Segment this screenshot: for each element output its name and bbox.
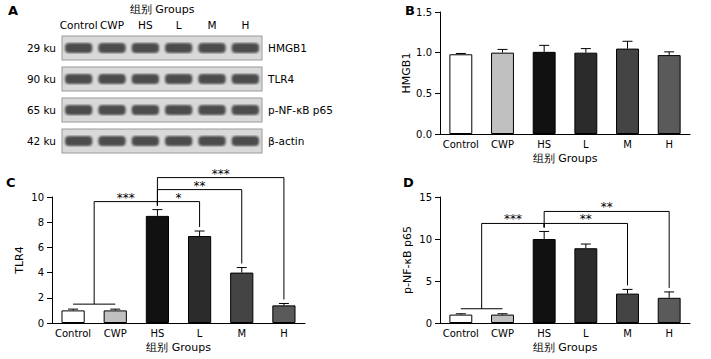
svg-text:p-NF-κB p65: p-NF-κB p65: [268, 104, 333, 116]
svg-text:C: C: [6, 175, 16, 190]
svg-text:4: 4: [38, 267, 44, 278]
svg-text:TLR4: TLR4: [267, 73, 295, 85]
svg-text:90 ku: 90 ku: [27, 73, 56, 85]
svg-text:0: 0: [426, 318, 432, 329]
svg-text:L: L: [583, 139, 589, 150]
svg-text:L: L: [583, 328, 589, 339]
svg-text:M: M: [207, 19, 216, 31]
svg-text:42 ku: 42 ku: [27, 135, 56, 147]
svg-text:15: 15: [419, 192, 432, 203]
svg-text:***: ***: [504, 212, 522, 226]
svg-text:H: H: [665, 328, 673, 339]
svg-text:10: 10: [31, 192, 44, 203]
svg-text:L: L: [197, 328, 203, 339]
svg-text:CWP: CWP: [491, 328, 514, 339]
svg-text:Control: Control: [55, 328, 91, 339]
svg-text:β-actin: β-actin: [268, 135, 304, 147]
svg-text:HS: HS: [537, 139, 551, 150]
svg-text:组别 Groups: 组别 Groups: [146, 341, 211, 354]
svg-text:TLR4: TLR4: [13, 246, 26, 275]
svg-text:HS: HS: [150, 328, 164, 339]
svg-text:Control: Control: [443, 139, 479, 150]
svg-text:**: **: [601, 200, 613, 214]
svg-text:组别 Groups: 组别 Groups: [533, 341, 598, 354]
svg-text:D: D: [403, 175, 414, 190]
svg-text:*: *: [176, 191, 182, 205]
svg-text:组别 Groups: 组别 Groups: [533, 152, 598, 165]
svg-text:***: ***: [212, 167, 230, 181]
svg-text:B: B: [405, 3, 415, 18]
svg-text:H: H: [280, 328, 288, 339]
svg-text:**: **: [194, 179, 206, 193]
svg-text:L: L: [176, 19, 182, 31]
svg-text:1.5: 1.5: [416, 7, 432, 18]
svg-text:M: M: [623, 328, 632, 339]
svg-text:0.5: 0.5: [416, 88, 432, 99]
svg-text:1.0: 1.0: [416, 47, 432, 58]
svg-text:8: 8: [38, 217, 44, 228]
svg-text:CWP: CWP: [100, 19, 124, 31]
svg-text:A: A: [8, 3, 18, 18]
svg-text:Control: Control: [443, 328, 479, 339]
svg-text:HS: HS: [138, 19, 153, 31]
svg-text:0: 0: [38, 318, 44, 329]
svg-text:5: 5: [426, 276, 432, 287]
svg-text:***: ***: [117, 191, 135, 205]
svg-text:0.0: 0.0: [416, 129, 432, 140]
svg-text:p-NF-κB p65: p-NF-κB p65: [401, 226, 414, 294]
svg-text:H: H: [665, 139, 673, 150]
svg-text:M: M: [623, 139, 632, 150]
svg-text:HS: HS: [537, 328, 551, 339]
svg-text:CWP: CWP: [491, 139, 514, 150]
svg-text:Control: Control: [60, 19, 98, 31]
svg-text:HMGB1: HMGB1: [268, 42, 307, 54]
svg-text:29 ku: 29 ku: [27, 42, 56, 54]
svg-text:**: **: [580, 212, 592, 226]
svg-text:H: H: [241, 19, 249, 31]
svg-text:6: 6: [38, 242, 44, 253]
svg-text:10: 10: [419, 234, 432, 245]
svg-text:组别 Groups: 组别 Groups: [130, 3, 195, 16]
svg-text:HMGB1: HMGB1: [400, 53, 413, 94]
svg-text:CWP: CWP: [104, 328, 127, 339]
svg-text:65 ku: 65 ku: [27, 104, 56, 116]
svg-text:2: 2: [38, 292, 44, 303]
svg-text:M: M: [237, 328, 246, 339]
